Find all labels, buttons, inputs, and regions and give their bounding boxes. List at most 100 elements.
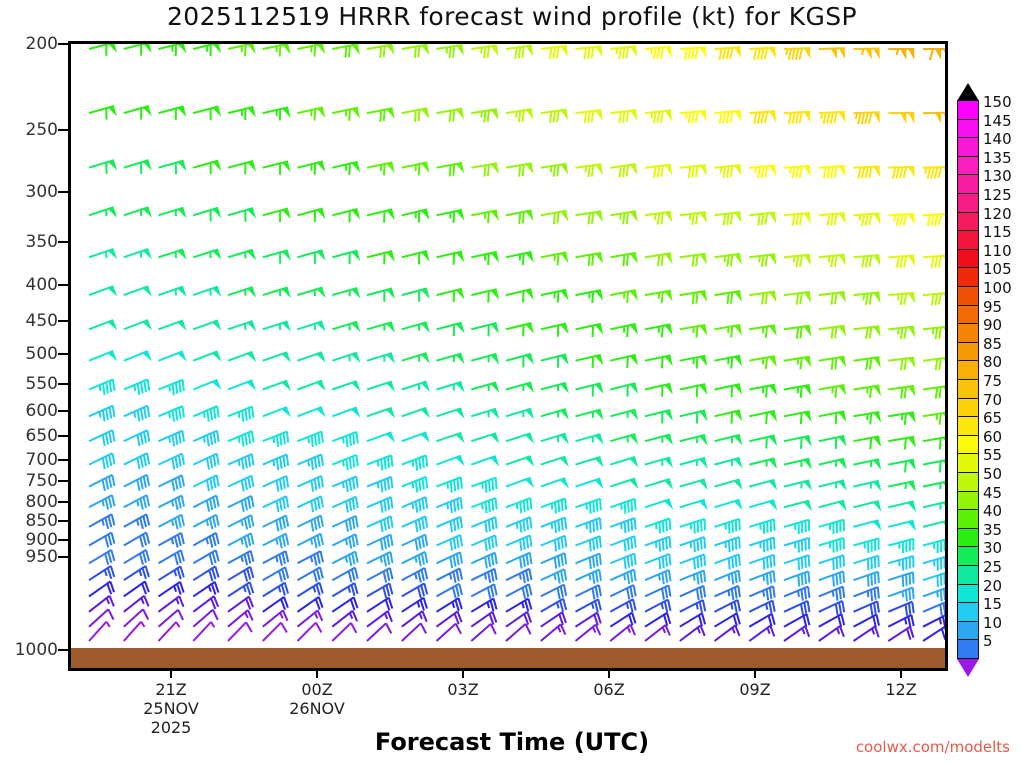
wind-barb: [436, 515, 463, 533]
x-tick-label: 09Z: [739, 680, 770, 699]
wind-barb: [888, 411, 916, 425]
wind-barb: [88, 206, 118, 218]
wind-barb: [887, 614, 915, 628]
wind-barb: [505, 497, 533, 514]
wind-barb: [922, 292, 945, 306]
wind-barb: [505, 534, 533, 552]
wind-barb: [123, 44, 152, 56]
wind-barb: [922, 520, 945, 528]
wind-barb: [88, 285, 118, 297]
wind-barb: [331, 430, 359, 448]
wind-barb: [436, 431, 465, 444]
wind-barb: [436, 496, 463, 514]
colorbar-tick-label: 15: [983, 595, 1003, 614]
colorbar-tick-label: 110: [983, 241, 1012, 260]
wind-barb: [88, 473, 116, 492]
x-tick-label: 21Z 25NOV 2025: [143, 680, 199, 737]
wind-barb: [540, 432, 569, 445]
wind-barb: [332, 106, 360, 121]
wind-barb: [227, 595, 255, 613]
wind-barb: [505, 516, 533, 533]
wind-barb: [749, 290, 777, 305]
y-axis: 200 250 300 350 400 450 500 550 600 650 700 750 800 8…: [0, 0, 68, 768]
wind-barb: [158, 350, 187, 362]
wind-barb: [540, 534, 568, 552]
wind-barb: [401, 622, 427, 642]
wind-barb: [123, 285, 152, 297]
wind-barb: [88, 429, 116, 447]
wind-barb: [471, 250, 499, 266]
wind-barb: [888, 500, 917, 513]
wind-barb: [923, 48, 945, 61]
wind-barb: [888, 384, 916, 399]
wind-barb: [609, 477, 639, 489]
wind-barb: [922, 111, 945, 124]
wind-barb: [783, 479, 812, 491]
wind-barb: [88, 513, 116, 530]
wind-barb: [401, 496, 429, 513]
wind-barb: [679, 624, 706, 642]
wind-barb: [193, 105, 222, 120]
colorbar-cell: [957, 527, 979, 548]
wind-barb: [540, 497, 568, 514]
wind-barb: [401, 551, 429, 567]
wind-barb: [609, 611, 637, 628]
wind-barb: [540, 455, 569, 467]
wind-barb: [714, 478, 743, 490]
y-tick-mark: [58, 284, 68, 286]
wind-barb: [470, 497, 498, 514]
wind-barb: [157, 608, 184, 628]
x-tick-label: 03Z: [447, 680, 478, 699]
wind-barb: [297, 406, 326, 418]
wind-barb: [123, 247, 152, 260]
wind-barb: [644, 598, 672, 613]
colorbar-tick-label: 100: [983, 279, 1012, 297]
wind-barb: [297, 320, 326, 332]
wind-barb: [853, 570, 880, 587]
wind-barb: [192, 405, 220, 422]
wind-barb: [853, 458, 882, 470]
wind-barb: [853, 613, 880, 628]
y-tick-mark: [58, 353, 68, 355]
wind-barb: [888, 325, 916, 340]
colorbar-cell: [957, 434, 979, 455]
wind-barb: [679, 323, 708, 338]
wind-barb: [575, 163, 603, 178]
x-tick-time: 12Z: [885, 680, 917, 699]
wind-barb: [887, 571, 915, 587]
wind-barb: [888, 48, 915, 60]
wind-barb: [297, 160, 326, 175]
wind-barb: [436, 551, 463, 569]
wind-barb: [192, 285, 222, 297]
wind-barb: [366, 596, 394, 613]
wind-barb: [713, 624, 741, 642]
wind-barb: [158, 248, 187, 260]
wind-barb: [714, 290, 742, 305]
wind-barb: [505, 610, 533, 628]
wind-barb: [262, 160, 291, 175]
wind-barb: [575, 598, 602, 613]
wind-barb: [888, 254, 915, 268]
wind-barb: [679, 536, 707, 553]
wind-barb: [436, 161, 465, 177]
wind-barb: [366, 44, 395, 58]
wind-barb: [748, 536, 776, 553]
colorbar-cell: [957, 639, 979, 659]
wind-barb: [158, 105, 187, 120]
wind-barb: [366, 496, 394, 513]
y-tick-label: 350: [25, 232, 58, 252]
wind-barb: [505, 455, 535, 467]
colorbar-cell: [957, 286, 979, 306]
wind-barb: [158, 206, 187, 219]
wind-barb: [679, 584, 707, 601]
colorbar-tick-label: 90: [983, 316, 1003, 335]
wind-barb: [297, 379, 326, 391]
colorbar-tick-label: 85: [983, 334, 1003, 353]
wind-barb: [401, 161, 430, 176]
colorbar-tick-label: 25: [983, 558, 1003, 576]
wind-barb: [192, 513, 220, 530]
wind-barb: [123, 206, 152, 218]
y-tick-mark: [58, 410, 68, 412]
wind-barb: [644, 433, 673, 446]
wind-barb: [435, 622, 462, 642]
